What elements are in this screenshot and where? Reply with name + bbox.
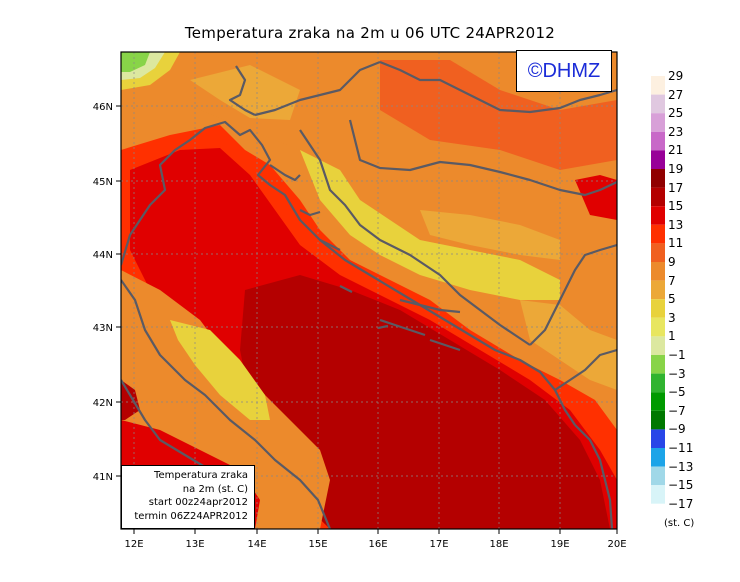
legend-label: −5 bbox=[668, 385, 686, 400]
map-frame bbox=[120, 51, 618, 530]
legend-label: 13 bbox=[668, 217, 684, 232]
legend-label: 23 bbox=[668, 124, 684, 139]
lon-label-18e: 18E bbox=[489, 539, 508, 550]
legend-label: −9 bbox=[668, 422, 686, 437]
legend-label: 9 bbox=[668, 255, 676, 269]
legend-label: −3 bbox=[668, 366, 686, 381]
axis-ticks bbox=[116, 105, 618, 534]
legend-label: 17 bbox=[668, 180, 684, 195]
legend-label: −1 bbox=[668, 348, 686, 362]
lon-label-12e: 12E bbox=[124, 539, 143, 550]
legend-label: 29 bbox=[668, 69, 684, 83]
legend-label: 3 bbox=[668, 310, 676, 325]
legend-label: 27 bbox=[668, 87, 684, 102]
legend-swatch bbox=[651, 76, 665, 95]
map-title: Temperatura zraka na 2m u 06 UTC 24APR20… bbox=[184, 24, 556, 42]
legend-swatch bbox=[651, 150, 665, 169]
info-line-2: na 2m (st. C) bbox=[182, 483, 248, 495]
lon-label-13e: 13E bbox=[185, 539, 204, 550]
legend-swatch bbox=[651, 503, 665, 523]
legend-swatch bbox=[651, 243, 665, 262]
info-line-4: termin 06Z24APR2012 bbox=[134, 510, 248, 522]
legend-swatch bbox=[651, 485, 665, 504]
temperature-field bbox=[121, 52, 617, 529]
legend-swatch bbox=[651, 299, 665, 318]
lon-label-20e: 20E bbox=[607, 539, 626, 550]
lat-label-42n: 42N bbox=[93, 398, 113, 409]
info-line-3: start 00z24apr2012 bbox=[148, 497, 248, 508]
lat-label-45n: 45N bbox=[93, 177, 113, 188]
legend-label: 7 bbox=[668, 273, 676, 288]
legend-swatch bbox=[651, 169, 665, 188]
legend-label: 25 bbox=[668, 106, 684, 121]
lon-label-14e: 14E bbox=[247, 539, 266, 550]
legend-swatch bbox=[651, 187, 665, 207]
lon-label-17e: 17E bbox=[429, 539, 448, 550]
legend-unit: (st. C) bbox=[664, 518, 695, 529]
lon-label-15e: 15E bbox=[308, 539, 327, 550]
legend-label: −15 bbox=[668, 478, 694, 493]
lat-label-44n: 44N bbox=[93, 250, 113, 261]
legend-swatch bbox=[651, 429, 665, 448]
legend-label: 1 bbox=[668, 329, 676, 344]
legend-label: 15 bbox=[668, 199, 684, 214]
legend-swatch bbox=[651, 206, 665, 225]
legend-swatch bbox=[651, 466, 665, 486]
legend-swatch bbox=[651, 317, 665, 337]
legend-label: 19 bbox=[668, 162, 684, 176]
lat-label-41n: 41N bbox=[93, 472, 113, 483]
legend-label: −7 bbox=[668, 403, 686, 418]
legend-label: 5 bbox=[668, 292, 676, 307]
legend-swatch bbox=[651, 224, 665, 244]
legend-label: 11 bbox=[668, 236, 684, 251]
legend-swatch bbox=[651, 94, 665, 114]
credit-logo: ©DHMZ bbox=[516, 50, 612, 92]
lat-label-43n: 43N bbox=[93, 323, 113, 334]
lon-label-19e: 19E bbox=[550, 539, 569, 550]
legend-swatch bbox=[651, 410, 665, 430]
info-box: Temperatura zraka na 2m (st. C) start 00… bbox=[121, 465, 255, 529]
legend-swatch bbox=[651, 448, 665, 467]
coastline bbox=[121, 60, 617, 529]
legend-label: −13 bbox=[668, 459, 694, 474]
legend-swatch bbox=[651, 113, 665, 132]
legend-swatch bbox=[651, 131, 665, 151]
legend-swatch bbox=[651, 392, 665, 411]
legend-swatch bbox=[651, 262, 665, 281]
info-line-1: Temperatura zraka bbox=[154, 470, 248, 481]
lon-label-16e: 16E bbox=[368, 539, 387, 550]
legend-swatch bbox=[651, 280, 665, 300]
legend-label: 21 bbox=[668, 143, 684, 158]
legend-swatch bbox=[651, 355, 665, 374]
lat-label-46n: 46N bbox=[93, 102, 113, 113]
legend-swatch bbox=[651, 373, 665, 393]
legend-label: −17 bbox=[668, 496, 694, 511]
legend-swatch bbox=[651, 336, 665, 355]
legend-label: −11 bbox=[668, 441, 694, 455]
legend-colorbar bbox=[651, 76, 665, 523]
